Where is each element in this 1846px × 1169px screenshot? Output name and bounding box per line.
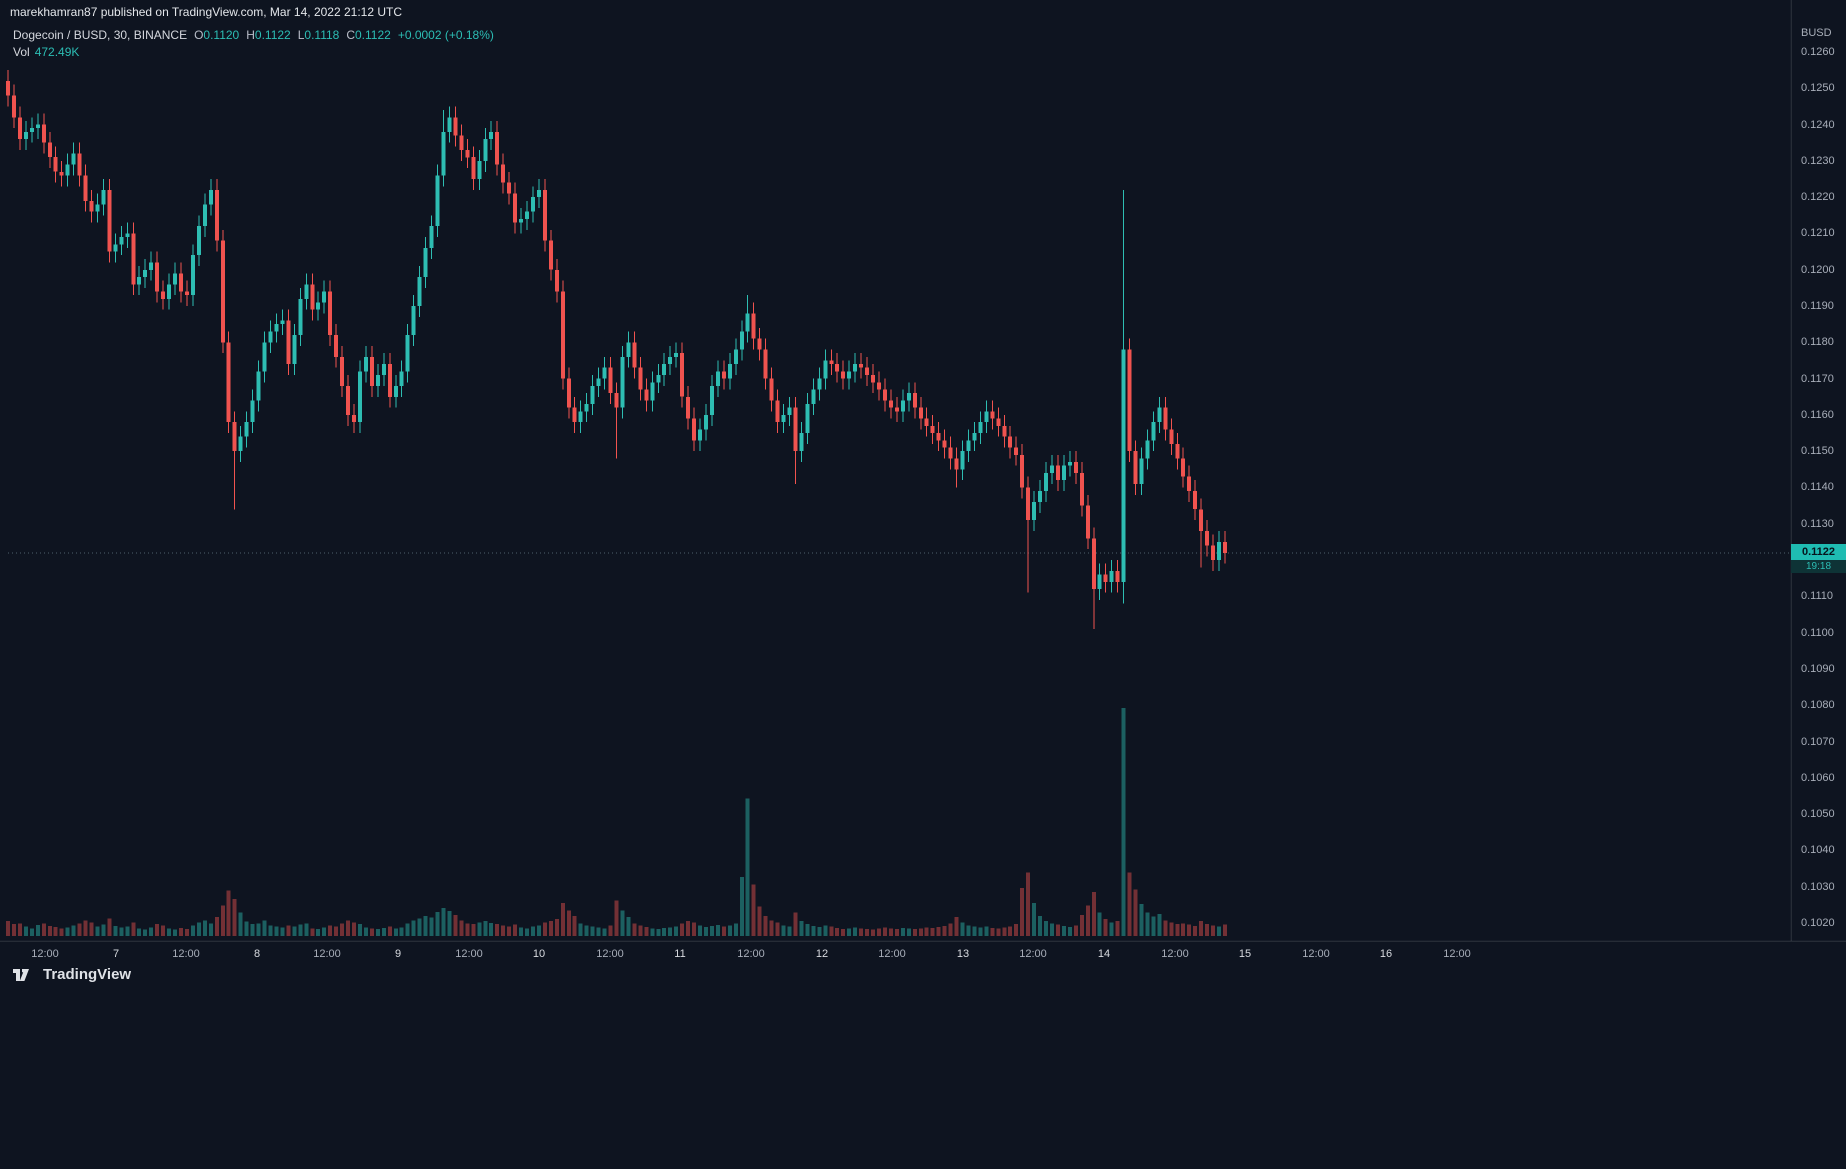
time-axis-hour-label: 12:00 — [31, 948, 59, 960]
price-axis-label: 0.1020 — [1801, 917, 1835, 929]
time-axis-day-label: 11 — [674, 948, 686, 960]
time-axis-day-label: 8 — [253, 948, 261, 960]
price-axis-label: 0.1110 — [1801, 590, 1834, 602]
price-axis-label: 0.1190 — [1801, 300, 1834, 312]
price-axis-label: 0.1260 — [1801, 46, 1835, 58]
volume-series — [6, 708, 1227, 936]
attribution-text: marekhamran87 published on TradingView.c… — [10, 5, 402, 19]
time-axis-hour-label: 12:00 — [1019, 948, 1047, 960]
time-axis-day-label: 9 — [394, 948, 402, 960]
price-axis-label: 0.1090 — [1801, 663, 1835, 675]
time-axis-hour-label: 12:00 — [1161, 948, 1189, 960]
price-axis-label: 0.1170 — [1801, 373, 1834, 385]
ohlc-close-value: 0.1122 — [355, 28, 391, 42]
price-axis-label: 0.1150 — [1801, 445, 1834, 457]
price-axis-label: 0.1210 — [1801, 227, 1835, 239]
price-axis-label: 0.1160 — [1801, 409, 1834, 421]
time-axis-day-label: 16 — [1379, 948, 1393, 960]
price-axis-label: 0.1250 — [1801, 82, 1835, 94]
price-axis-label: 0.1070 — [1801, 736, 1835, 748]
time-axis-hour-label: 12:00 — [596, 948, 624, 960]
time-axis-day-label: 13 — [956, 948, 970, 960]
tradingview-logo[interactable]: TradingView — [12, 966, 131, 983]
price-axis-label: 0.1040 — [1801, 844, 1835, 856]
price-axis-label: 0.1030 — [1801, 881, 1835, 893]
time-axis-hour-label: 12:00 — [455, 948, 483, 960]
ohlc-open-label: O — [194, 28, 204, 42]
price-axis-label: 0.1220 — [1801, 191, 1835, 203]
price-axis-label: 0.1240 — [1801, 119, 1835, 131]
price-axis-label: 0.1060 — [1801, 772, 1835, 784]
ohlc-high-value: 0.1122 — [254, 28, 291, 42]
tradingview-logo-icon — [13, 968, 29, 981]
time-axis-hour-label: 12:00 — [737, 948, 765, 960]
tradingview-logo-text: TradingView — [43, 966, 132, 983]
volume-label: Vol — [13, 45, 30, 59]
time-axis-hour-label: 12:00 — [1443, 948, 1471, 960]
last-price-badge: 0.1122 19:18 — [1791, 544, 1846, 573]
last-price-value: 0.1122 — [1791, 544, 1846, 560]
currency-label: BUSD — [1801, 27, 1832, 39]
time-axis-hour-label: 12:00 — [172, 948, 200, 960]
ohlc-low-label: L — [297, 28, 305, 42]
change-value: +0.0002 (+0.18%) — [397, 28, 494, 42]
ohlc-low-value: 0.1118 — [304, 28, 340, 42]
chart-legend: Dogecoin / BUSD, 30, BINANCE O0.1120 H0.11… — [13, 28, 494, 42]
price-axis-label: 0.1050 — [1801, 808, 1835, 820]
price-axis-label: 0.1100 — [1801, 627, 1834, 639]
price-axis-label: 0.1130 — [1801, 518, 1834, 530]
bar-countdown: 19:18 — [1791, 560, 1846, 573]
time-axis[interactable]: 12:00 7 12:00 8 12:00 9 12:00 10 12:00 11 12:00 12 1… — [0, 941, 1846, 981]
price-axis[interactable]: BUSD 0.1260 0.1250 0.1240 0.1230 0.1220 0.121… — [1791, 0, 1846, 941]
time-axis-hour-label: 12:00 — [878, 948, 906, 960]
time-axis-hour-label: 12:00 — [313, 948, 341, 960]
price-axis-label: 0.1230 — [1801, 155, 1835, 167]
time-axis-day-label: 10 — [532, 948, 546, 960]
ohlc-open-value: 0.1120 — [203, 28, 240, 42]
time-axis-day-label: 14 — [1097, 948, 1111, 960]
volume-legend: Vol 472.49K — [13, 45, 79, 59]
price-axis-label: 0.1180 — [1801, 336, 1834, 348]
time-axis-hour-label: 12:00 — [1302, 948, 1330, 960]
time-axis-day-label: 12 — [815, 948, 829, 960]
price-axis-label: 0.1200 — [1801, 264, 1835, 276]
ohlc-high-label: H — [246, 28, 255, 42]
volume-value: 472.49K — [34, 45, 80, 59]
candlestick-series — [6, 70, 1227, 629]
price-axis-label: 0.1080 — [1801, 699, 1835, 711]
time-axis-day-label: 15 — [1238, 948, 1252, 960]
ohlc-close-label: C — [346, 28, 355, 42]
time-axis-day-label: 7 — [112, 948, 120, 960]
symbol-title: Dogecoin / BUSD, 30, BINANCE — [13, 28, 188, 42]
price-axis-label: 0.1140 — [1801, 481, 1834, 493]
